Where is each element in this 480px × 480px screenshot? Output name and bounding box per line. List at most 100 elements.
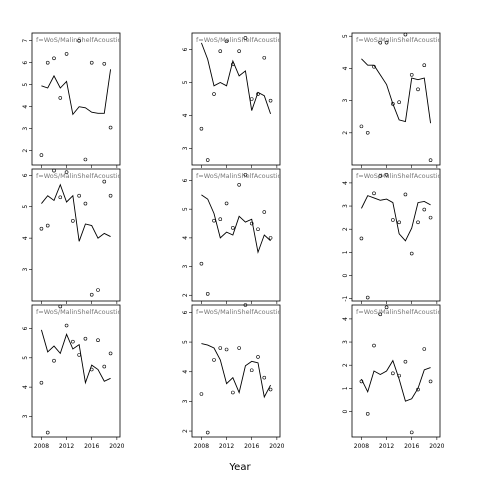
data-point (212, 218, 216, 223)
x-tick-label: 2020 (429, 443, 444, 450)
panel-8: f=WoS/MalinShelfAcoustics 2 3 4 5 6 2008 2012 20… (182, 303, 285, 450)
data-point (102, 61, 107, 66)
data-point (199, 261, 204, 266)
data-point (89, 60, 94, 65)
data-point (237, 49, 241, 53)
data-point (108, 351, 113, 356)
panel-frame (191, 32, 281, 166)
data-point (102, 179, 107, 184)
y-tick-label: 5 (342, 34, 349, 38)
data-point (397, 373, 401, 378)
data-point (365, 295, 370, 300)
panel-7: f=WoS/MalinShelfAcoustics 3 4 5 6 2008 2012 201… (22, 304, 125, 450)
panel-grid: f=WoS/MalinShelfAcoustics 2 3 4 5 6 7 f=WoS/Mal… (22, 32, 445, 450)
data-point (268, 387, 273, 392)
data-point (212, 92, 216, 96)
x-tick-label: 2016 (404, 443, 419, 450)
data-point (384, 40, 389, 45)
data-point (224, 39, 229, 44)
panel-4: f=WoS/MalinShelfAcoustics 3 4 5 6 (22, 168, 121, 304)
panel-6: f=WoS/MalinShelfAcoustics -1 0 1 2 3 4 (342, 168, 441, 304)
y-tick-label: 1 (342, 386, 349, 390)
y-tick-label: 2 (342, 363, 349, 367)
y-tick-label: 6 (182, 47, 189, 51)
data-point (205, 158, 210, 162)
data-point (243, 172, 248, 177)
y-tick-label: 6 (182, 178, 189, 182)
data-point (262, 55, 267, 60)
y-tick-label: 1 (342, 250, 349, 254)
data-point (77, 38, 81, 43)
y-tick-label: 2 (22, 149, 29, 153)
data-point (231, 62, 235, 67)
y-tick-label: 3 (342, 204, 349, 208)
data-point (359, 236, 364, 241)
series-line (41, 183, 111, 242)
data-point (416, 87, 420, 92)
y-tick-label: 2 (342, 131, 349, 135)
x-tick-label: 2008 (354, 443, 369, 450)
data-point (249, 97, 254, 101)
data-point (249, 221, 254, 226)
panel-frame (31, 32, 121, 166)
data-point (243, 36, 248, 40)
series-line (361, 195, 431, 242)
y-tick-label: 4 (22, 105, 29, 109)
data-point (77, 193, 81, 198)
y-tick-label: 5 (22, 356, 29, 360)
data-point (64, 323, 69, 328)
panel-frame (191, 304, 281, 438)
data-point (268, 98, 273, 103)
y-tick-label: 6 (182, 310, 189, 314)
data-point (409, 251, 414, 256)
y-tick-label: 7 (22, 39, 29, 43)
data-point (384, 305, 389, 310)
series-line (201, 42, 271, 114)
data-point (249, 368, 254, 373)
data-point (397, 220, 401, 225)
panel-frame (351, 32, 441, 166)
data-point (96, 338, 100, 343)
data-point (256, 92, 260, 96)
panel-frame (351, 304, 441, 438)
x-axis-label: Year (228, 462, 251, 473)
data-point (218, 49, 223, 53)
data-point (58, 304, 63, 309)
data-point (39, 380, 44, 385)
data-point (378, 40, 383, 45)
y-tick-label: 4 (182, 370, 189, 374)
y-tick-label: 5 (22, 83, 29, 87)
y-tick-label: 4 (22, 236, 29, 240)
data-point (218, 346, 223, 350)
data-point (256, 227, 260, 232)
x-tick-label: 2016 (84, 443, 99, 450)
x-tick-label: 2008 (194, 443, 209, 450)
panel-frame (31, 168, 121, 302)
series-line (201, 194, 271, 254)
y-tick-label: 5 (182, 207, 189, 211)
data-point (83, 201, 88, 206)
panel-2: f=WoS/MalinShelfAcoustics 3 4 5 6 (182, 32, 281, 168)
series-line (201, 343, 271, 399)
data-point (205, 430, 210, 435)
data-point (83, 157, 88, 162)
data-point (237, 182, 241, 187)
x-tick-label: 2008 (34, 443, 49, 450)
data-point (416, 220, 420, 225)
data-point (71, 219, 75, 223)
y-tick-label: 0 (342, 409, 349, 413)
y-tick-label: 0 (342, 273, 349, 277)
data-point (52, 358, 56, 363)
data-point (83, 336, 88, 341)
data-point (416, 387, 420, 392)
data-point (378, 174, 383, 178)
data-point (359, 379, 364, 384)
data-point (89, 292, 94, 297)
y-tick-label: -1 (342, 296, 349, 302)
y-tick-label: 5 (182, 340, 189, 344)
y-tick-label: 4 (342, 181, 349, 185)
data-point (58, 195, 63, 200)
data-point (403, 192, 408, 197)
data-point (365, 412, 370, 416)
data-point (102, 364, 107, 369)
